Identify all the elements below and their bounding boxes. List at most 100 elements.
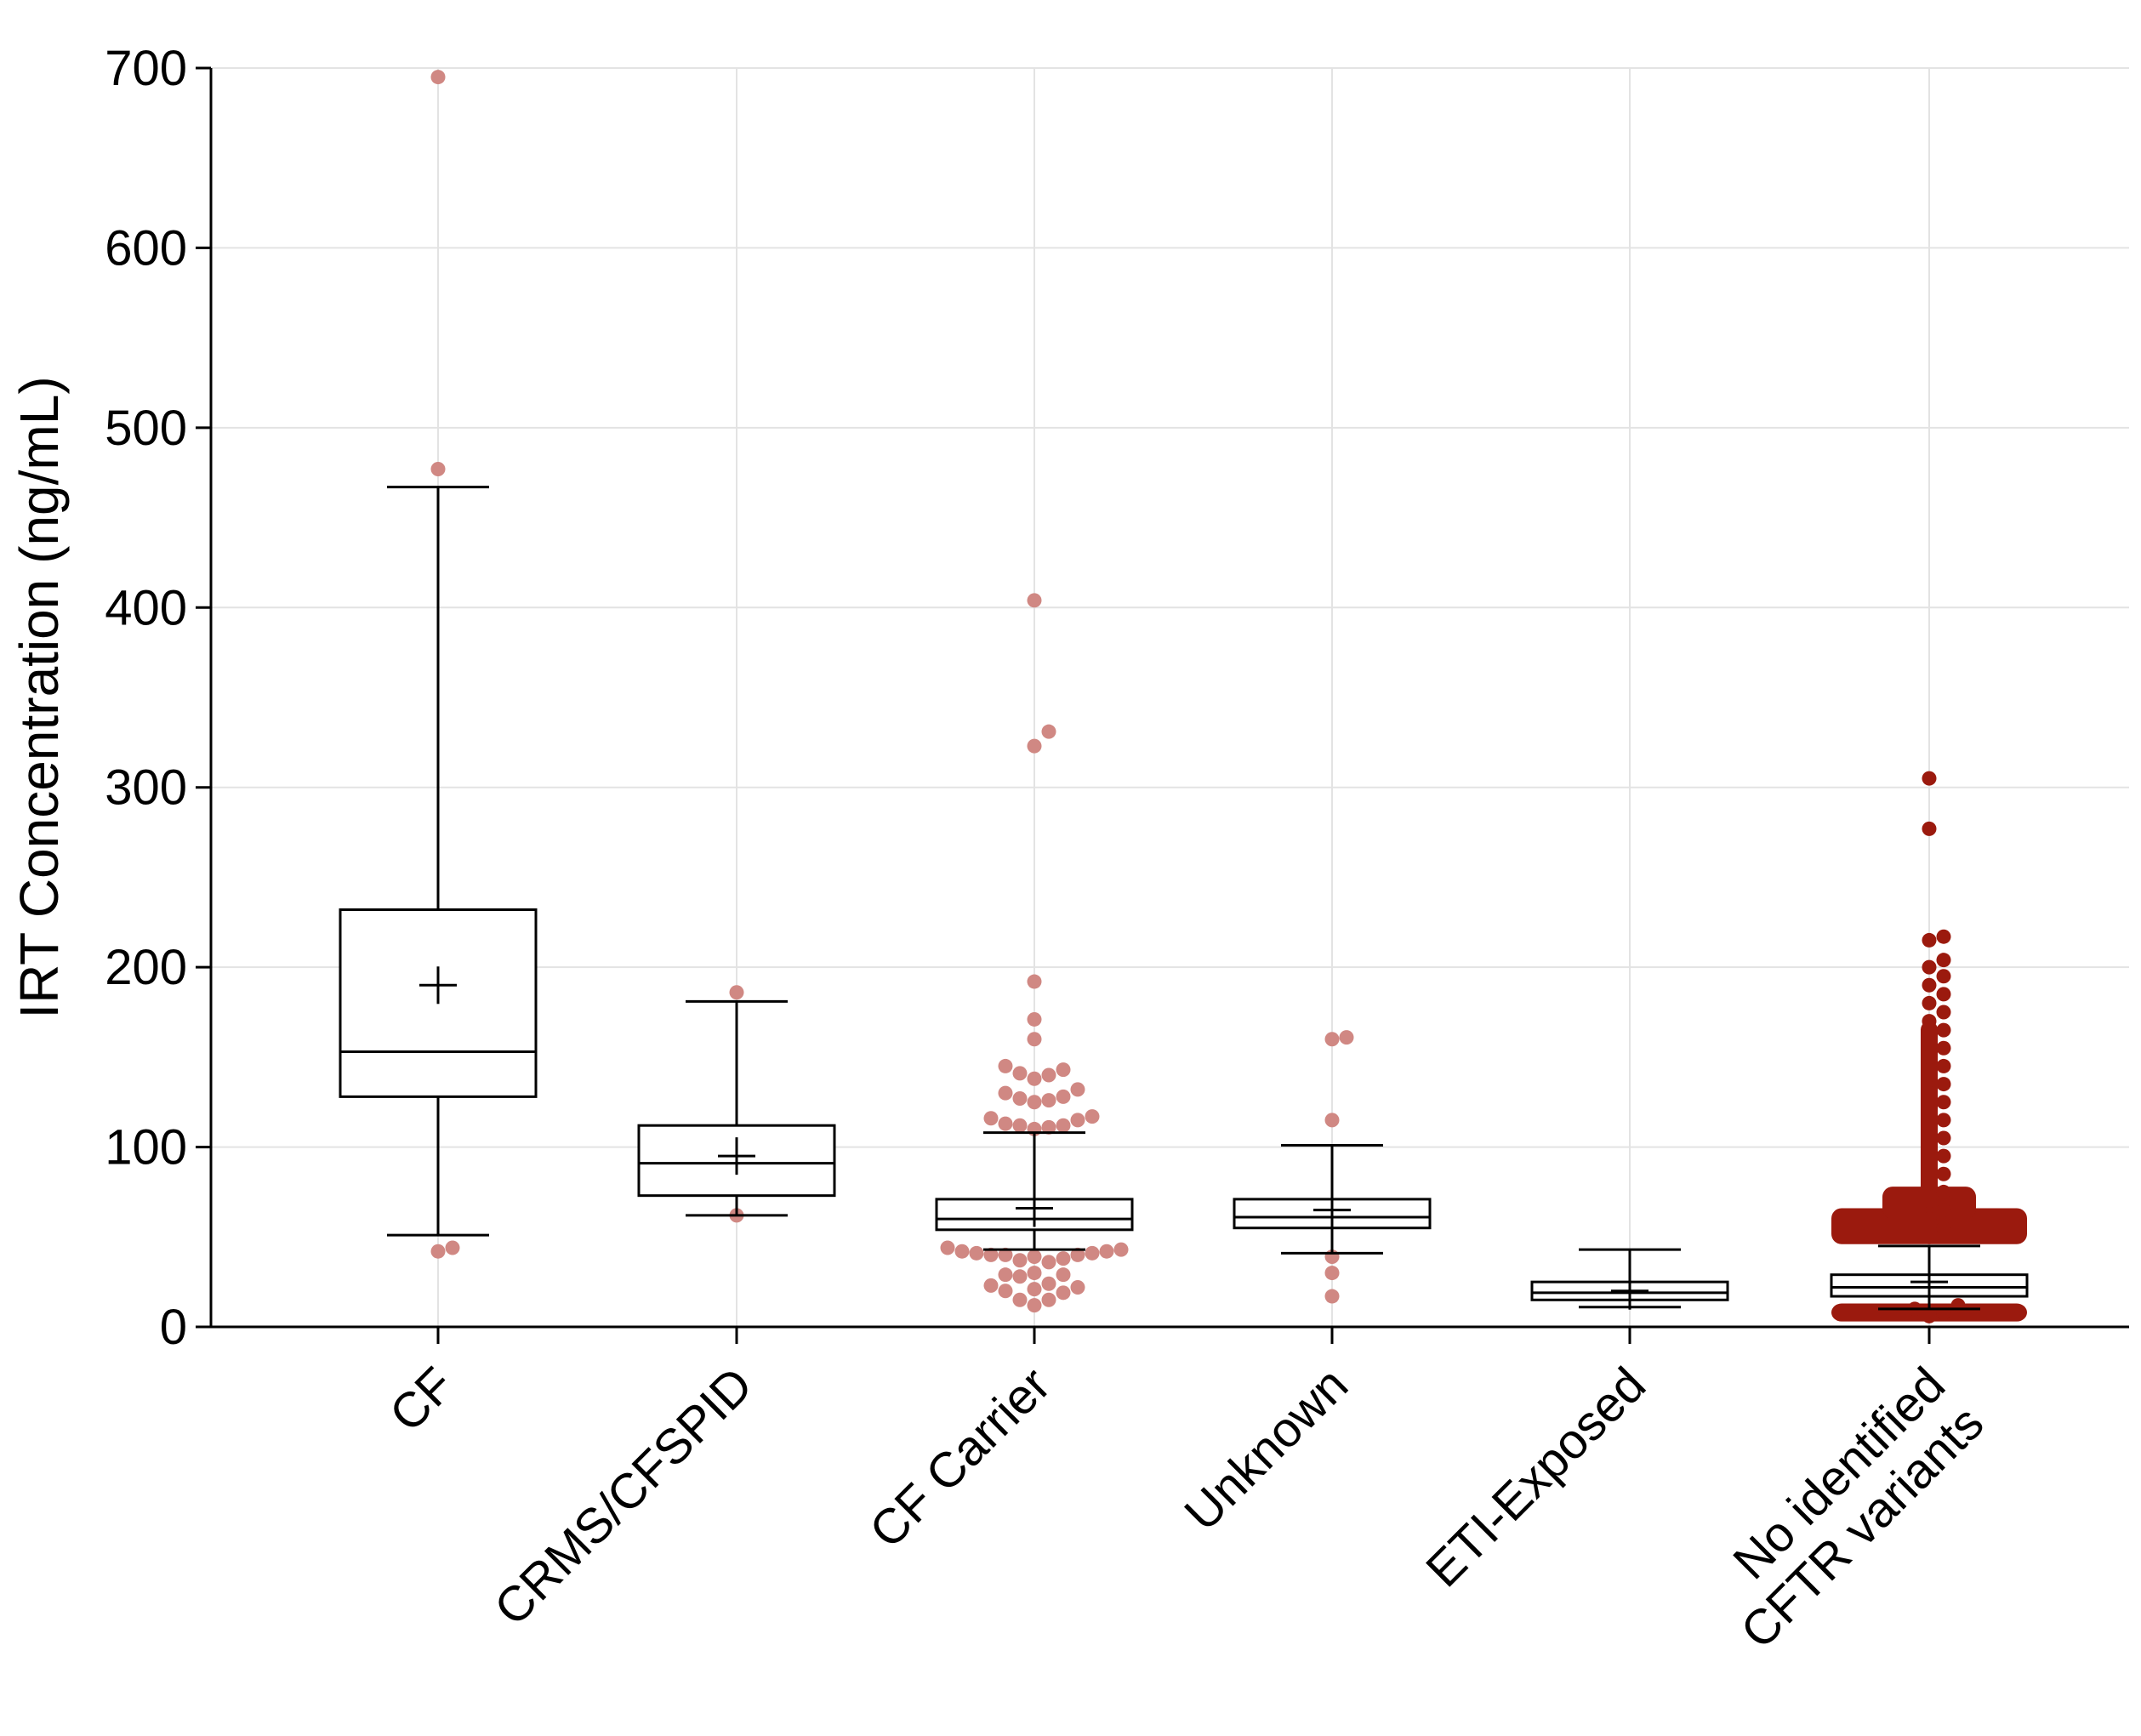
- outlier-point: [1922, 995, 1937, 1010]
- outlier-point: [983, 1278, 999, 1293]
- x-tick-label-line: CRMS/CFSPID: [484, 1357, 764, 1636]
- outlier-point: [1041, 1067, 1056, 1083]
- outlier-point: [1922, 1308, 1937, 1323]
- outlier-point: [940, 1240, 955, 1255]
- outlier-point: [1012, 1066, 1028, 1081]
- outlier-point: [1922, 821, 1937, 836]
- outlier-point: [1922, 1140, 1937, 1155]
- y-tick-label: 500: [105, 401, 187, 456]
- outlier-point: [1922, 1193, 1937, 1209]
- x-axis: CF CRMS/CFSPID CF Carrier Unknown ETI-Expose…: [211, 1325, 2129, 1659]
- outlier-point: [1041, 1119, 1056, 1135]
- x-tick-label: Unknown: [1174, 1357, 1358, 1541]
- outlier-point: [1950, 1298, 1966, 1313]
- outlier-point: [1056, 1062, 1071, 1078]
- outlier-point: [1012, 1253, 1028, 1268]
- outlier-point: [1936, 929, 1951, 944]
- outlier-point: [1936, 1166, 1951, 1181]
- y-tick-label: 700: [105, 41, 187, 96]
- y-tick-label: 300: [105, 760, 187, 816]
- outlier-point: [998, 1058, 1013, 1073]
- x-tick-label: No identifiedCFTR variants: [1692, 1357, 1995, 1659]
- outlier-point: [1085, 1109, 1100, 1124]
- outlier-point: [1027, 1071, 1042, 1086]
- outlier-point: [1936, 1221, 1951, 1236]
- grid-lines: [211, 67, 2129, 1327]
- outlier-point: [1936, 953, 1951, 968]
- outlier-point: [1027, 1011, 1042, 1027]
- outlier-point: [969, 1245, 984, 1261]
- outlier-point: [1027, 1282, 1042, 1297]
- x-tick-label: CRMS/CFSPID: [484, 1357, 764, 1636]
- outlier-point: [1339, 1030, 1354, 1045]
- outlier-point: [1041, 1292, 1056, 1307]
- x-tick-label-line: CF: [379, 1357, 465, 1443]
- outlier-point: [1113, 1242, 1129, 1257]
- outlier-point: [1012, 1090, 1028, 1106]
- outlier-point: [1041, 1093, 1056, 1108]
- outlier-point: [954, 1244, 970, 1259]
- outlier-point: [729, 985, 744, 1000]
- outlier-point: [1936, 1184, 1951, 1199]
- y-tick-label: 0: [160, 1300, 187, 1355]
- y-axis-label: IRT Concentration (ng/mL): [9, 376, 70, 1018]
- outlier-point: [1012, 1118, 1028, 1133]
- y-axis: 0 100 200 300 400 500 600 700: [105, 41, 213, 1355]
- outlier-point: [1922, 1103, 1937, 1118]
- y-tick-label: 200: [105, 940, 187, 995]
- outlier-point: [1936, 969, 1951, 984]
- outlier-point: [1922, 1050, 1937, 1065]
- outlier-point: [1027, 1298, 1042, 1313]
- y-tick-label: 600: [105, 220, 187, 276]
- outlier-point: [1922, 1211, 1937, 1227]
- outlier-point: [445, 1240, 460, 1255]
- outlier-point: [430, 461, 446, 476]
- outlier-point: [1936, 1058, 1951, 1073]
- outlier-point: [1922, 977, 1937, 993]
- outlier-point: [1936, 987, 1951, 1002]
- outlier-point: [1027, 593, 1042, 608]
- outlier-point: [1922, 932, 1937, 948]
- outlier-point: [1041, 1255, 1056, 1270]
- outlier-point: [1936, 1113, 1951, 1128]
- outlier-point: [1012, 1269, 1028, 1284]
- boxes: [339, 486, 2029, 1311]
- outlier-point: [1922, 1158, 1937, 1173]
- x-tick-label: ETI-Exposed: [1415, 1357, 1656, 1597]
- outlier-point: [998, 1085, 1013, 1101]
- outlier-point: [1922, 1032, 1937, 1047]
- outlier-point: [998, 1116, 1013, 1131]
- outlier-point: [1936, 1305, 1951, 1320]
- x-tick-label: CF Carrier: [859, 1357, 1061, 1558]
- outlier-point: [1056, 1251, 1071, 1266]
- outlier-point: [1936, 1148, 1951, 1164]
- outlier-point: [1041, 1276, 1056, 1291]
- outlier-point: [1936, 1130, 1951, 1146]
- outlier-point: [983, 1111, 999, 1126]
- outlier-point: [998, 1267, 1013, 1283]
- y-tick-label: 100: [105, 1120, 187, 1175]
- outlier-point: [1056, 1285, 1071, 1301]
- outlier-point: [1027, 1095, 1042, 1110]
- outlier-point: [1027, 974, 1042, 989]
- outlier-point: [1070, 1082, 1085, 1097]
- outlier-point: [1922, 1014, 1937, 1029]
- outlier-point: [1027, 738, 1042, 754]
- outlier-point: [998, 1284, 1013, 1299]
- outlier-point: [1056, 1267, 1071, 1283]
- outlier-point: [1922, 1121, 1937, 1136]
- outlier-point: [1324, 1289, 1340, 1304]
- outlier-point: [1070, 1247, 1085, 1262]
- outlier-point: [1099, 1244, 1114, 1259]
- outlier-point: [1041, 724, 1056, 739]
- x-tick-label-line: CF Carrier: [859, 1357, 1061, 1558]
- outlier-point: [1027, 1032, 1042, 1047]
- outlier-point: [1012, 1292, 1028, 1307]
- outlier-point: [1936, 1005, 1951, 1020]
- outlier-point: [1922, 1175, 1937, 1191]
- outlier-point: [1936, 1040, 1951, 1056]
- outlier-point: [1922, 1085, 1937, 1101]
- outlier-point: [1936, 1022, 1951, 1038]
- outlier-point: [1936, 1095, 1951, 1110]
